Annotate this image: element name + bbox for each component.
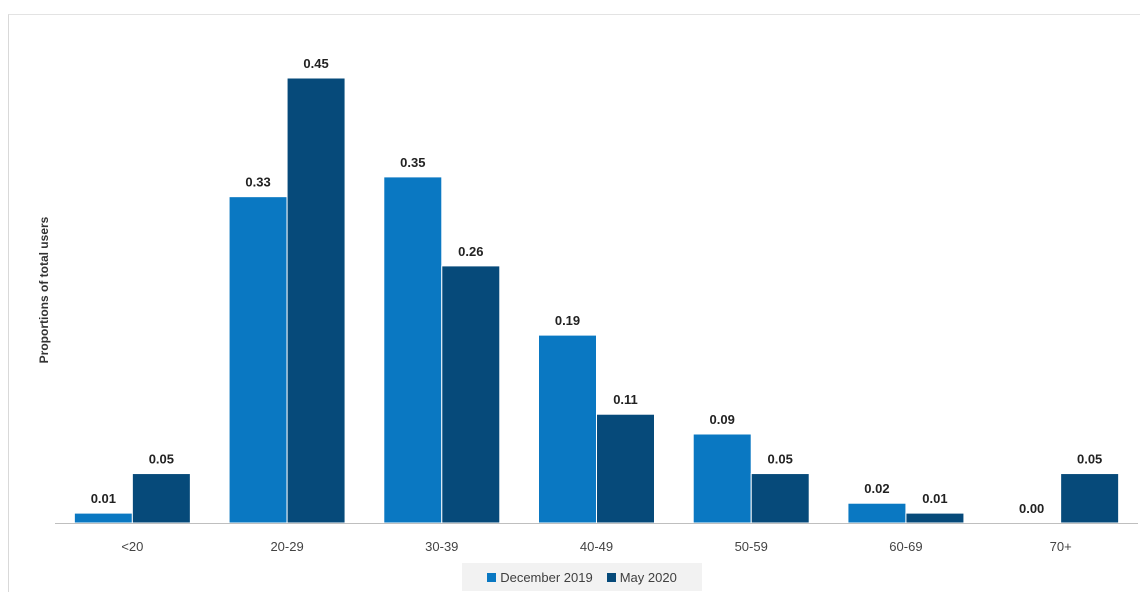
- data-label-december-2019-2: 0.35: [400, 155, 425, 170]
- bar-may-2020-4: [750, 473, 810, 524]
- data-label-december-2019-4: 0.09: [710, 412, 735, 427]
- data-label-may-2020-4: 0.05: [768, 452, 793, 467]
- bar-may-2020-2: [441, 265, 501, 524]
- legend-label-december-2019: December 2019: [500, 569, 593, 585]
- bar-december-2019-2: [383, 176, 443, 524]
- data-label-december-2019-6: 0.00: [1019, 501, 1044, 516]
- data-label-may-2020-1: 0.45: [303, 56, 328, 71]
- chart-frame: [8, 14, 1140, 592]
- x-tick-label-4: 50-59: [735, 539, 768, 554]
- legend-item-may-2020: May 2020: [606, 569, 677, 585]
- chart-plot-area: 0.01 0.05 <20 0.33 0.45 20-29 0.35 0.26 30-39 0.1…: [55, 56, 1138, 554]
- bar-may-2020-3: [596, 413, 655, 524]
- legend-swatch-december-2019: [487, 572, 497, 582]
- x-tick-label-3: 40-49: [580, 539, 613, 554]
- bar-may-2020-1: [286, 77, 346, 524]
- data-label-december-2019-1: 0.33: [245, 175, 270, 190]
- bar-may-2020-6: [1060, 473, 1120, 524]
- data-label-may-2020-2: 0.26: [458, 244, 483, 259]
- x-tick-label-1: 20-29: [270, 539, 303, 554]
- legend-swatch-may-2020: [606, 572, 616, 582]
- x-tick-label-5: 60-69: [889, 539, 922, 554]
- bar-december-2019-3: [538, 334, 597, 524]
- bar-december-2019-1: [228, 196, 288, 524]
- data-label-december-2019-0: 0.01: [91, 491, 116, 506]
- data-label-may-2020-0: 0.05: [149, 452, 174, 467]
- data-label-may-2020-6: 0.05: [1077, 452, 1102, 467]
- bar-may-2020-0: [131, 473, 191, 524]
- x-tick-label-6: 70+: [1050, 539, 1072, 554]
- legend-item-december-2019: December 2019: [487, 570, 593, 585]
- bar-may-2020-5: [905, 512, 965, 524]
- x-tick-label-0: <20: [121, 539, 143, 554]
- bar-december-2019-4: [692, 433, 752, 524]
- bar-december-2019-5: [847, 502, 907, 524]
- data-label-december-2019-3: 0.19: [555, 313, 580, 328]
- legend-label-may-2020: May 2020: [619, 569, 677, 585]
- data-label-december-2019-5: 0.02: [864, 481, 889, 496]
- data-label-may-2020-3: 0.11: [613, 392, 638, 407]
- data-label-may-2020-5: 0.01: [922, 491, 947, 506]
- bar-december-2019-0: [73, 512, 133, 524]
- x-tick-label-2: 30-39: [425, 539, 458, 554]
- legend: December 2019 May 2020: [462, 563, 702, 591]
